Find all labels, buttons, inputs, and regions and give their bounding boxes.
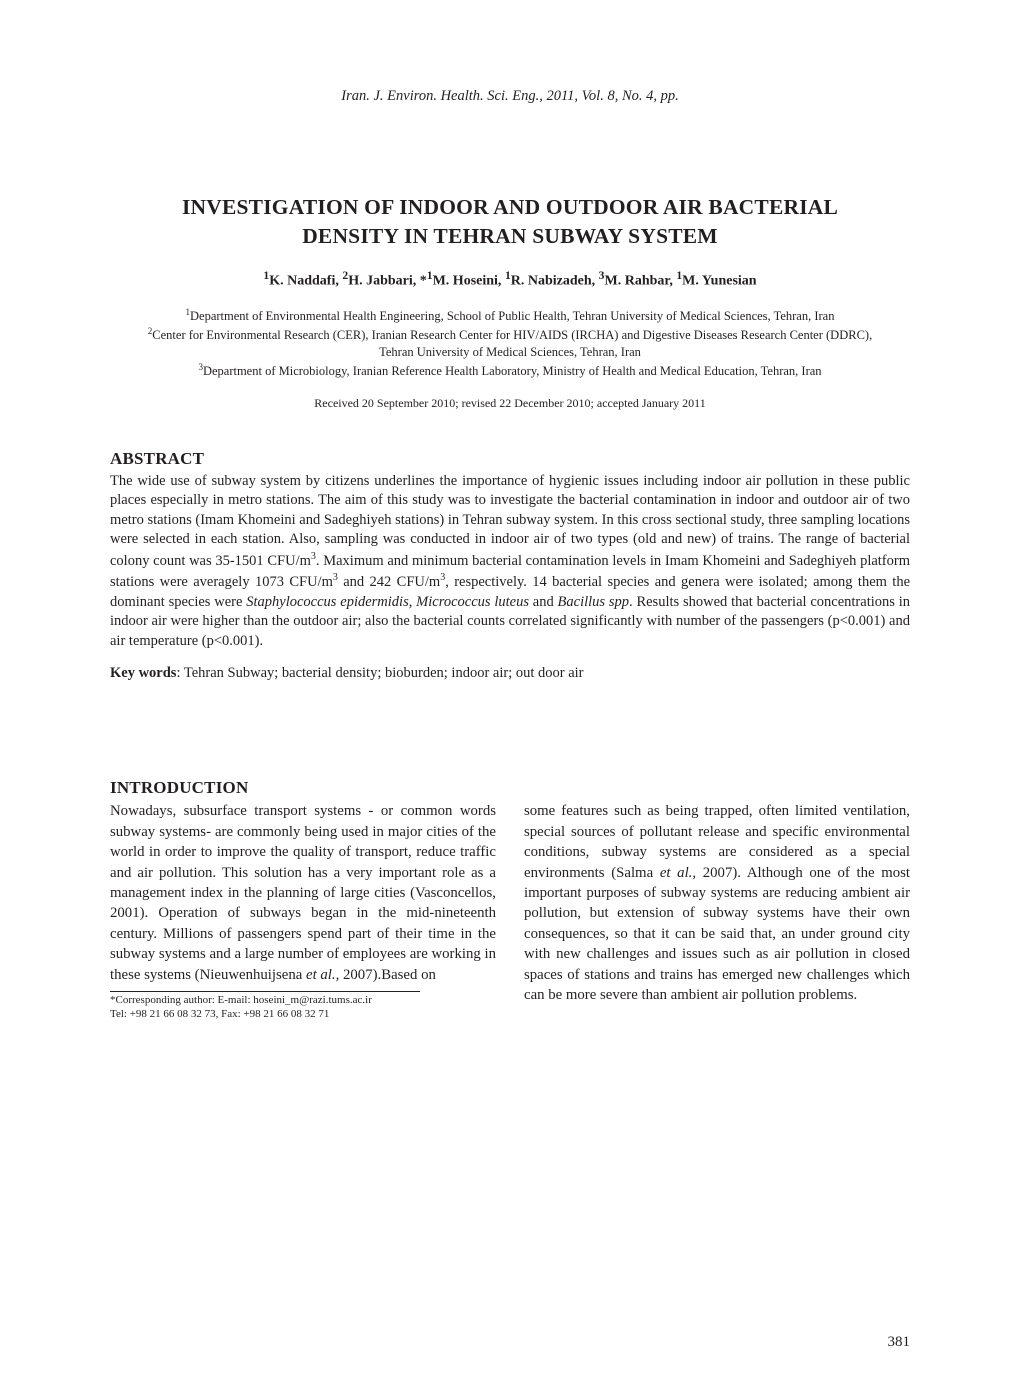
page-number: 381 — [888, 1334, 911, 1351]
authors-line: 1K. Naddafi, 2H. Jabbari, *1M. Hoseini, … — [110, 269, 910, 290]
journal-header: Iran. J. Environ. Health. Sci. Eng., 201… — [110, 88, 910, 105]
keywords-text: : Tehran Subway; bacterial density; biob… — [176, 665, 583, 681]
footnote-rule — [110, 991, 420, 992]
introduction-paragraph-right: some features such as being trapped, oft… — [524, 801, 910, 1005]
introduction-heading: INTRODUCTION — [110, 778, 910, 798]
keywords-line: Key words: Tehran Subway; bacterial dens… — [110, 665, 910, 682]
received-line: Received 20 September 2010; revised 22 D… — [110, 396, 910, 411]
keywords-label: Key words — [110, 665, 176, 681]
footnote-line-2: Tel: +98 21 66 08 32 73, Fax: +98 21 66 … — [110, 1008, 496, 1022]
abstract-heading: ABSTRACT — [110, 449, 910, 469]
footnote-line-1: *Corresponding author: E-mail: hoseini_m… — [110, 994, 496, 1008]
introduction-columns: Nowadays, subsurface transport systems -… — [110, 801, 910, 1021]
corresponding-author-footnote: *Corresponding author: E-mail: hoseini_m… — [110, 994, 496, 1022]
introduction-paragraph-left: Nowadays, subsurface transport systems -… — [110, 801, 496, 985]
abstract-body: The wide use of subway system by citizen… — [110, 472, 910, 652]
article-title: INVESTIGATION OF INDOOR AND OUTDOOR AIR … — [150, 193, 870, 251]
affiliations: 1Department of Environmental Health Engi… — [140, 306, 880, 380]
